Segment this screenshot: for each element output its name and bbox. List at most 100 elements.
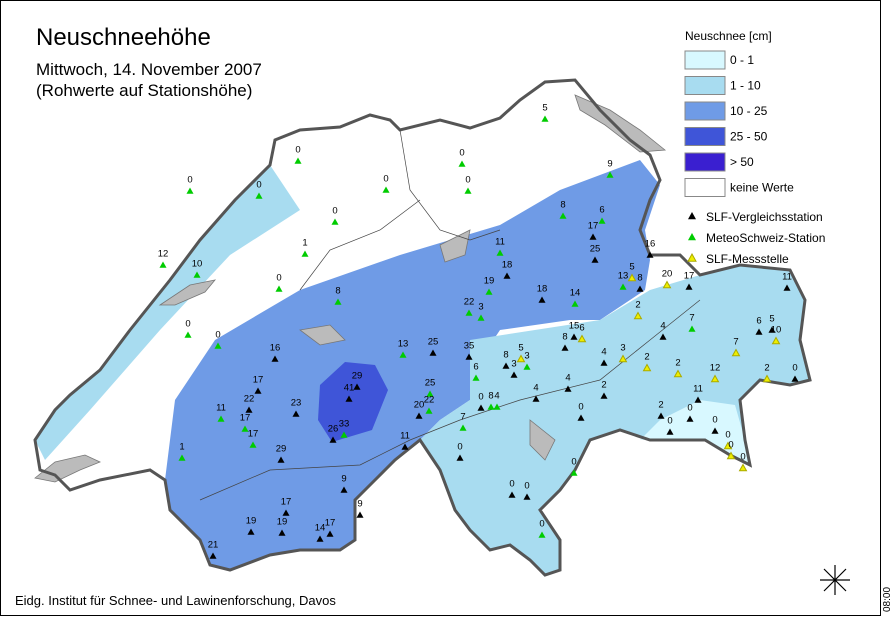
- station-value: 6: [599, 205, 604, 216]
- station-value: 2: [764, 363, 769, 374]
- station-marker: [508, 491, 516, 498]
- station-value: 17: [253, 375, 264, 386]
- legend-swatch: [684, 152, 726, 172]
- station-value: 11: [495, 237, 505, 248]
- station-marker: [184, 331, 192, 338]
- station-value: 15: [569, 321, 580, 332]
- station-value: 0: [185, 319, 190, 330]
- station-value: 23: [291, 398, 302, 409]
- station-marker: [619, 283, 627, 290]
- station-value: 0: [459, 148, 464, 159]
- station-marker: [193, 271, 201, 278]
- station-marker: [502, 362, 510, 369]
- station-value: 7: [733, 337, 738, 348]
- lake: [439, 229, 471, 263]
- legend-swatch: [684, 101, 726, 121]
- legend-label: 25 - 50: [730, 130, 768, 144]
- station-marker: [646, 251, 654, 258]
- canton-border: [199, 439, 411, 501]
- station-marker: [278, 529, 286, 536]
- legend-label: 0 - 1: [730, 53, 754, 67]
- station-marker: [768, 326, 776, 333]
- station-marker: [510, 371, 518, 378]
- canton-borders: [199, 129, 701, 501]
- station-marker: [532, 395, 540, 402]
- station-marker: [493, 403, 501, 410]
- station-marker: [662, 280, 672, 289]
- station-marker: [570, 333, 578, 340]
- station-marker: [559, 212, 567, 219]
- region-1-10: [420, 265, 810, 575]
- station-marker: [217, 415, 225, 422]
- station-value: 17: [281, 497, 292, 508]
- station-marker: [642, 363, 652, 372]
- station-marker: [458, 160, 466, 167]
- station-marker: [577, 334, 587, 343]
- lake: [158, 279, 217, 306]
- station-marker: [382, 186, 390, 193]
- station-marker: [666, 428, 674, 435]
- subtitle-note: (Rohwerte auf Stationshöhe): [36, 81, 252, 100]
- station-value: 4: [533, 383, 538, 394]
- station-value: 17: [240, 413, 251, 424]
- station-marker: [254, 387, 262, 394]
- station-value: 17: [684, 271, 695, 282]
- legend-swatch: [684, 50, 726, 70]
- station-marker: [353, 383, 361, 390]
- station-marker: [523, 363, 531, 370]
- station-marker: [633, 311, 643, 320]
- legend-marker: [688, 212, 696, 220]
- station-marker: [791, 375, 799, 382]
- station-value: 11: [216, 403, 226, 414]
- station-marker: [275, 285, 283, 292]
- station-value: 18: [502, 260, 513, 271]
- station-marker: [334, 298, 342, 305]
- station-value: 0: [687, 403, 692, 414]
- station-marker: [294, 157, 302, 164]
- station-value: 0: [332, 206, 337, 217]
- legend-title: Neuschnee [cm]: [685, 29, 772, 43]
- legend-label: 1 - 10: [730, 79, 761, 93]
- station-marker: [282, 509, 290, 516]
- station-marker: [345, 395, 353, 402]
- station-marker: [331, 218, 339, 225]
- station-marker: [688, 325, 696, 332]
- station-marker: [426, 390, 434, 397]
- station-marker: [657, 412, 665, 419]
- canton-border: [409, 299, 701, 441]
- station-value: 3: [524, 351, 529, 362]
- station-marker: [271, 355, 279, 362]
- station-value: 0: [578, 402, 583, 413]
- station-value: 2: [658, 400, 663, 411]
- station-marker: [472, 374, 480, 381]
- station-marker: [214, 342, 222, 349]
- legend-swatch: [684, 127, 726, 146]
- station-marker: [356, 511, 364, 518]
- station-value: 10: [771, 325, 782, 336]
- station-value: 12: [158, 249, 169, 260]
- station-marker: [326, 530, 334, 537]
- station-value: 0: [276, 273, 281, 284]
- logo: [820, 565, 850, 595]
- station-marker: [301, 250, 309, 257]
- station-value: 26: [328, 424, 339, 435]
- legend-label: SLF-Messstelle: [706, 252, 789, 266]
- station-marker: [292, 410, 300, 417]
- station-value: 5: [542, 103, 547, 114]
- station-value: 13: [618, 271, 629, 282]
- station-marker: [541, 115, 549, 122]
- station-marker: [477, 314, 485, 321]
- station-marker: [340, 431, 348, 438]
- station-marker: [783, 284, 791, 291]
- station-marker: [401, 443, 409, 450]
- station-value: 0: [295, 145, 300, 156]
- station-marker: [496, 249, 504, 256]
- station-marker: [159, 261, 167, 268]
- station-value: 5: [769, 314, 774, 325]
- region-25-50: [318, 362, 388, 442]
- station-value: 19: [277, 517, 288, 528]
- station-marker: [429, 349, 437, 356]
- station-value: 11: [782, 272, 792, 283]
- station-value: 25: [590, 244, 601, 255]
- station-marker: [685, 283, 693, 290]
